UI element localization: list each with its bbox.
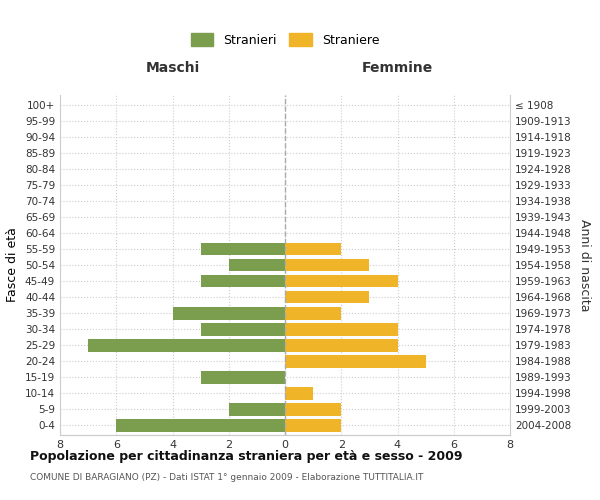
Legend: Stranieri, Straniere: Stranieri, Straniere <box>191 33 379 47</box>
Bar <box>285 290 370 304</box>
Bar <box>285 306 341 320</box>
Bar <box>285 258 370 272</box>
Text: Popolazione per cittadinanza straniera per età e sesso - 2009: Popolazione per cittadinanza straniera p… <box>30 450 463 463</box>
Bar <box>285 419 341 432</box>
Bar <box>285 355 425 368</box>
Text: Maschi: Maschi <box>145 61 200 75</box>
Bar <box>285 274 398 287</box>
Bar <box>173 306 285 320</box>
Bar <box>88 339 285 351</box>
Bar <box>285 339 398 351</box>
Text: COMUNE DI BARAGIANO (PZ) - Dati ISTAT 1° gennaio 2009 - Elaborazione TUTTITALIA.: COMUNE DI BARAGIANO (PZ) - Dati ISTAT 1°… <box>30 472 424 482</box>
Bar <box>116 419 285 432</box>
Bar <box>285 403 341 416</box>
Bar <box>229 403 285 416</box>
Text: Femmine: Femmine <box>362 61 433 75</box>
Bar <box>200 322 285 336</box>
Bar <box>285 387 313 400</box>
Bar <box>200 274 285 287</box>
Bar <box>229 258 285 272</box>
Bar <box>285 242 341 256</box>
Bar <box>285 322 398 336</box>
Bar <box>200 371 285 384</box>
Y-axis label: Anni di nascita: Anni di nascita <box>578 219 591 311</box>
Bar <box>200 242 285 256</box>
Y-axis label: Fasce di età: Fasce di età <box>7 228 19 302</box>
